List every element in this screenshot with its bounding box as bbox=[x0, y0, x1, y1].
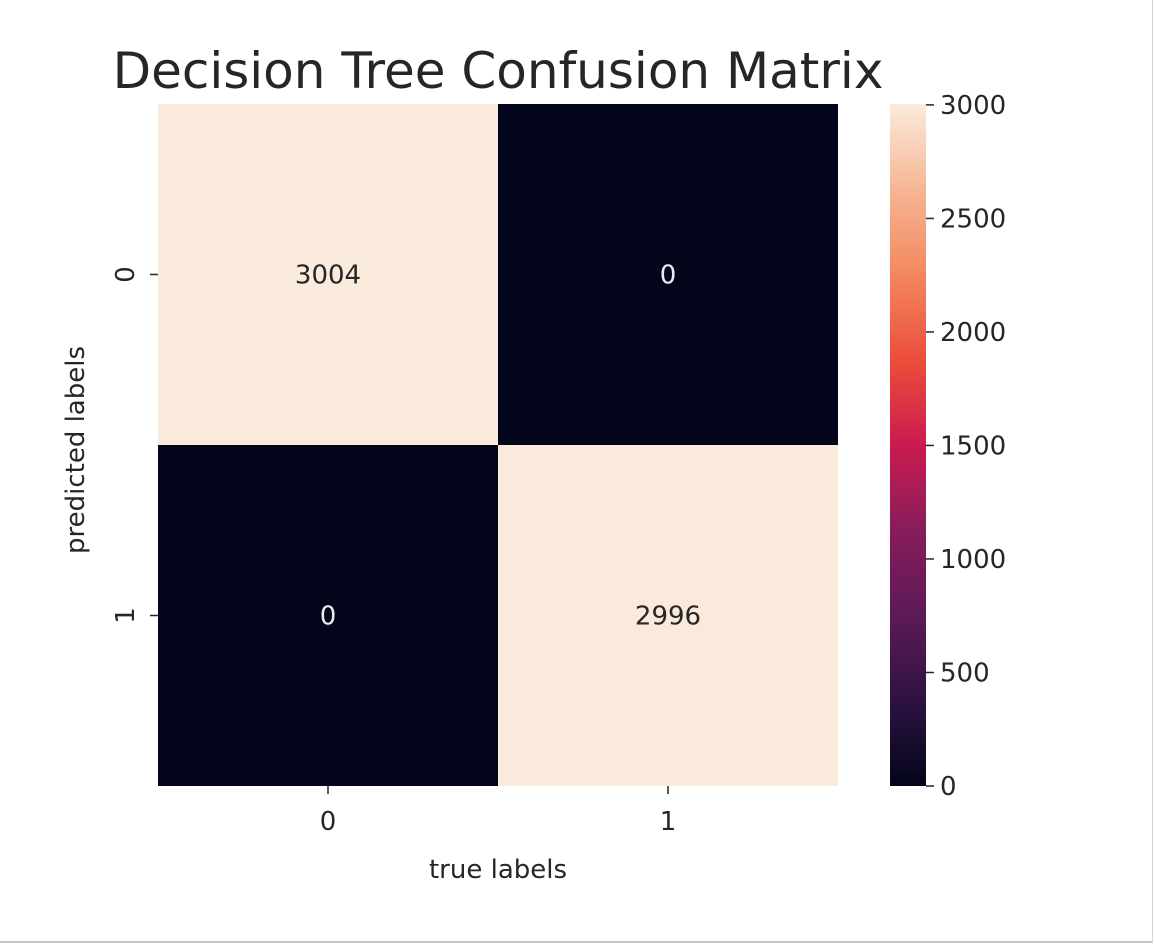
heatmap-cells bbox=[158, 104, 838, 786]
heatmap-cell-r0-c0 bbox=[158, 104, 498, 445]
y-axis-ticks: 01 bbox=[111, 266, 158, 624]
heatmap-cell-r0-c1 bbox=[498, 104, 838, 445]
colorbar-tick-label-5: 2500 bbox=[940, 204, 1006, 234]
colorbar-tick-label-6: 3000 bbox=[940, 91, 1006, 121]
heatmap-cell-r1-c1 bbox=[498, 445, 838, 786]
colorbar-tick-label-2: 1000 bbox=[940, 545, 1006, 575]
x-tick-label-0: 0 bbox=[320, 807, 337, 837]
colorbar-ticks: 0 500 1000 1500 2000 2500 3000 bbox=[926, 91, 1006, 802]
cell-label-r0-c1: 0 bbox=[660, 261, 677, 291]
heatmap-cell-r1-c0 bbox=[158, 445, 498, 786]
chart-title: Decision Tree Confusion Matrix bbox=[113, 42, 884, 100]
y-tick-label-0: 0 bbox=[111, 266, 141, 283]
y-tick-label-1: 1 bbox=[111, 607, 141, 624]
cell-label-r0-c0: 3004 bbox=[295, 261, 361, 291]
cell-label-r1-c0: 0 bbox=[320, 602, 337, 632]
colorbar-tick-label-0: 0 bbox=[940, 772, 957, 802]
x-axis-label: true labels bbox=[429, 855, 567, 885]
cell-annotations: 3004 0 0 2996 bbox=[295, 261, 701, 632]
colorbar-tick-label-4: 2000 bbox=[940, 318, 1006, 348]
colorbar bbox=[890, 104, 926, 786]
y-axis-label: predicted labels bbox=[61, 346, 91, 554]
colorbar-tick-label-3: 1500 bbox=[940, 431, 1006, 461]
colorbar-tick-label-1: 500 bbox=[940, 658, 990, 688]
x-tick-label-1: 1 bbox=[660, 807, 677, 837]
cell-label-r1-c1: 2996 bbox=[635, 602, 701, 632]
